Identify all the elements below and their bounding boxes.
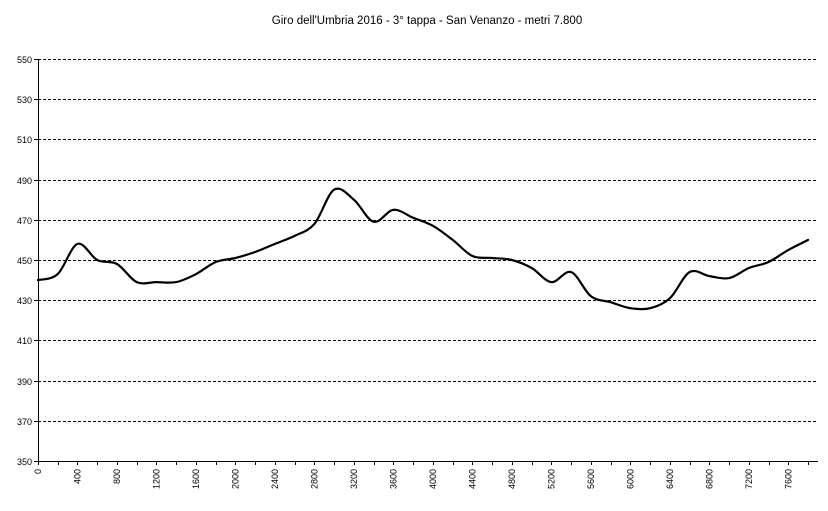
x-tick-label: 4800 <box>507 469 517 489</box>
x-tick-label: 7200 <box>744 469 754 489</box>
x-tick-label: 7600 <box>783 469 793 489</box>
y-tick-label: 490 <box>17 176 32 186</box>
x-tick-label: 6400 <box>665 469 675 489</box>
y-tick-label: 430 <box>17 296 32 306</box>
x-tick-label: 4000 <box>428 469 438 489</box>
y-axis-ticks: 350 370 390 410 430 450 470 490 510 530 550 <box>17 55 38 467</box>
y-tick-label: 550 <box>17 55 32 65</box>
y-tick-label: 350 <box>17 457 32 467</box>
elevation-line <box>36 187 810 311</box>
axes <box>38 59 818 462</box>
x-tick-label: 5600 <box>586 469 596 489</box>
y-tick-label: 510 <box>17 135 32 145</box>
x-tick-label: 6800 <box>704 469 714 489</box>
y-tick-label: 370 <box>17 417 32 427</box>
chart-title: Giro dell'Umbria 2016 - 3° tappa - San V… <box>272 15 582 27</box>
series-layer <box>36 187 810 311</box>
x-tick-label: 0 <box>33 469 43 474</box>
x-axis-ticks: 0 400 800 1200 1600 2000 2400 2800 3200 3600 4000 4… <box>33 461 809 489</box>
y-tick-label: 530 <box>17 95 32 105</box>
x-tick-label: 400 <box>72 469 82 484</box>
gridlines <box>38 59 818 422</box>
x-tick-label: 3200 <box>349 469 359 489</box>
x-tick-label: 3600 <box>388 469 398 489</box>
x-tick-label: 5200 <box>546 469 556 489</box>
x-tick-label: 1600 <box>191 469 201 489</box>
x-tick-label: 2400 <box>270 469 280 489</box>
x-tick-label: 4400 <box>467 469 477 489</box>
x-tick-label: 800 <box>112 469 122 484</box>
x-tick-label: 2000 <box>230 469 240 489</box>
y-tick-label: 450 <box>17 256 32 266</box>
x-tick-label: 6000 <box>625 469 635 489</box>
y-tick-label: 470 <box>17 216 32 226</box>
y-tick-label: 390 <box>17 377 32 387</box>
x-tick-label: 1200 <box>151 469 161 489</box>
x-tick-label: 2800 <box>309 469 319 489</box>
y-tick-label: 410 <box>17 336 32 346</box>
